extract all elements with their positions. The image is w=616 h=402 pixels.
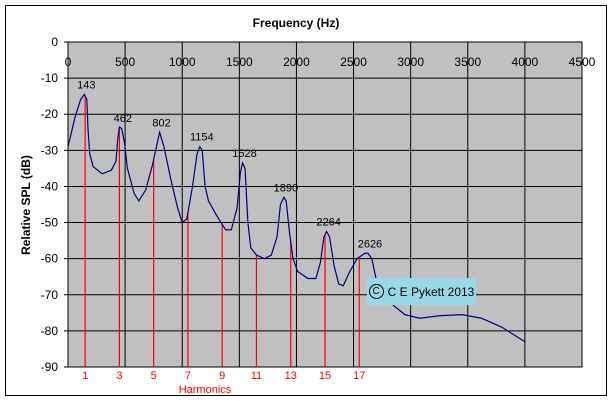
- y-tick-label: -80: [41, 324, 59, 338]
- x-tick-label: 2000: [283, 55, 310, 69]
- chart-title: Frequency (Hz): [253, 16, 340, 30]
- peak-label: 2626: [358, 238, 382, 250]
- harmonic-label: 17: [353, 370, 365, 382]
- x-tick-label: 3500: [454, 55, 481, 69]
- copyright-text: C E Pykett 2013: [387, 284, 475, 299]
- y-tick-label: -60: [41, 252, 59, 266]
- y-axis-label: Relative SPL (dB): [19, 155, 33, 255]
- harmonic-label: 3: [116, 370, 122, 382]
- x-tick-label: 4500: [569, 55, 596, 69]
- response-curve: [67, 93, 526, 343]
- x-tick-label: 2500: [340, 55, 367, 69]
- peak-label: 143: [77, 79, 95, 91]
- harmonic-label: 15: [319, 370, 331, 382]
- harmonics-label: Harmonics: [179, 384, 232, 396]
- y-tick-label: -30: [41, 143, 59, 157]
- x-tick-label: 1500: [226, 55, 253, 69]
- peak-label: 2264: [316, 217, 340, 229]
- y-tick-label: -50: [41, 216, 59, 230]
- y-tick-label: 0: [51, 35, 58, 49]
- x-tick-label: 0: [65, 55, 72, 69]
- x-tick-label: 3000: [397, 55, 424, 69]
- x-tick-label: 4000: [512, 55, 539, 69]
- x-tick-label: 1000: [169, 55, 196, 69]
- harmonic-label: 13: [285, 370, 297, 382]
- y-tick-label: -90: [41, 360, 59, 374]
- harmonic-label: 9: [219, 370, 225, 382]
- harmonic-label: 11: [251, 370, 262, 382]
- harmonic-label: 1: [82, 370, 88, 382]
- y-tick-label: -10: [41, 71, 59, 85]
- y-tick-label: -70: [41, 288, 59, 302]
- peak-label: 1154: [190, 132, 214, 144]
- harmonic-label: 5: [151, 370, 157, 382]
- peak-label: 1528: [232, 148, 256, 160]
- y-tick-label: -20: [41, 107, 59, 121]
- peak-label: 1890: [274, 182, 298, 194]
- y-tick-label: -40: [41, 179, 59, 193]
- chart-frame: [5, 5, 607, 396]
- copyright-icon: C: [368, 284, 384, 299]
- harmonic-label: 7: [185, 370, 191, 382]
- peak-label: 462: [114, 113, 132, 125]
- peak-label: 802: [152, 117, 170, 129]
- x-tick-label: 500: [115, 55, 135, 69]
